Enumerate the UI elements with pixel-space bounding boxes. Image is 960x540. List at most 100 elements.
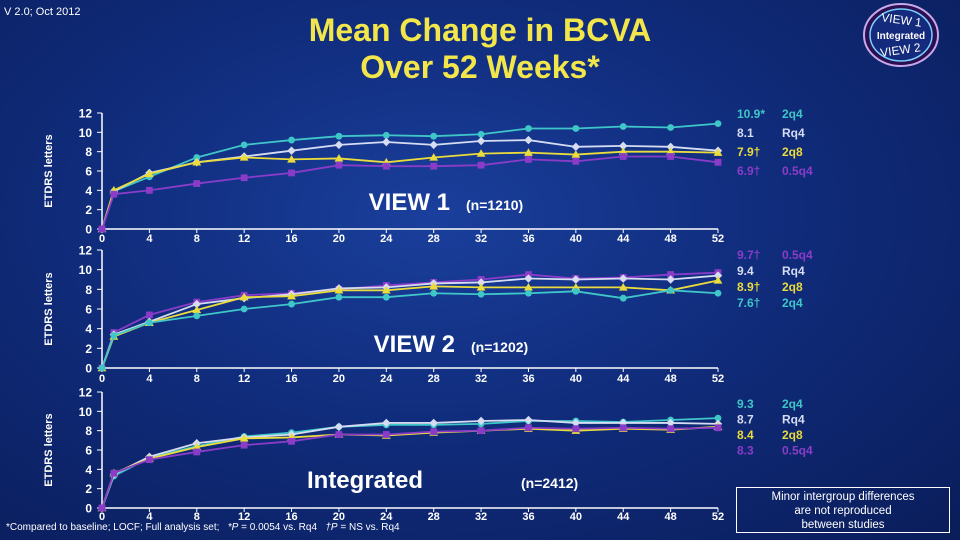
x-tick-label: 0	[99, 233, 105, 245]
disclaimer-line-1: Minor intergroup differences	[771, 491, 915, 503]
data-point	[98, 225, 106, 233]
data-point	[525, 125, 532, 132]
data-point	[193, 180, 201, 187]
y-axis-label: ETDRS letters	[43, 272, 55, 345]
data-point	[335, 132, 343, 140]
data-point	[713, 276, 723, 284]
data-point	[288, 136, 295, 144]
y-tick-label: 4	[85, 184, 92, 198]
data-point	[288, 169, 295, 177]
data-point	[667, 124, 675, 131]
x-tick-label: 28	[428, 233, 440, 245]
data-point	[382, 418, 391, 428]
data-point	[524, 282, 533, 291]
data-point	[524, 415, 533, 425]
series-label: 2q8	[782, 428, 803, 442]
data-point	[382, 131, 390, 139]
badge-middle: Integrated	[877, 31, 925, 42]
data-point	[619, 141, 628, 151]
series-label: 2q4	[782, 107, 803, 121]
x-tick-label: 48	[664, 511, 676, 523]
x-tick-label: 52	[712, 511, 724, 523]
y-tick-label: 4	[85, 322, 92, 336]
data-point	[618, 147, 628, 155]
data-point	[145, 186, 153, 194]
y-tick-label: 2	[85, 482, 92, 496]
final-value-label: 8.9†	[737, 280, 760, 294]
data-point	[571, 275, 581, 284]
data-point	[334, 154, 344, 162]
data-point	[145, 319, 153, 327]
data-point	[524, 274, 533, 283]
x-tick-label: 4	[146, 511, 153, 523]
data-point	[713, 148, 723, 156]
x-tick-label: 16	[285, 511, 297, 523]
data-point	[382, 431, 390, 438]
data-point	[477, 290, 485, 298]
data-point	[144, 169, 154, 178]
data-point	[382, 162, 390, 170]
x-tick-label: 24	[380, 233, 393, 245]
series-0.5q4	[98, 153, 722, 233]
x-tick-label: 28	[428, 373, 440, 385]
final-value-label: 9.7†	[737, 248, 760, 262]
final-value-label: 8.7	[737, 413, 754, 427]
panel-n-label: (n=2412)	[521, 475, 578, 491]
panel-title: VIEW 1	[369, 189, 450, 216]
x-tick-label: 28	[428, 511, 440, 523]
y-tick-label: 10	[79, 405, 93, 419]
x-tick-label: 4	[146, 233, 153, 245]
x-tick-label: 36	[522, 373, 534, 385]
x-tick-label: 32	[475, 233, 487, 245]
data-point	[619, 424, 627, 432]
x-tick-label: 16	[285, 233, 297, 245]
data-point	[430, 132, 438, 140]
y-axis-label: ETDRS letters	[43, 134, 55, 207]
y-tick-label: 8	[85, 424, 92, 438]
data-point	[430, 162, 438, 170]
data-point	[714, 289, 722, 297]
data-point	[145, 456, 153, 464]
series-2q8	[97, 147, 723, 233]
y-tick-label: 10	[79, 126, 93, 140]
data-point	[240, 305, 248, 313]
data-point	[382, 137, 391, 147]
badge-top: VIEW 1	[880, 10, 923, 30]
data-point	[572, 157, 580, 165]
series-2q4	[98, 286, 722, 372]
version-label: V 2.0; Oct 2012	[4, 6, 81, 18]
data-point	[335, 293, 343, 301]
final-value-label: 10.9*	[737, 107, 765, 121]
series-label: 0.5q4	[782, 164, 813, 178]
data-point	[240, 141, 248, 149]
x-tick-label: 44	[617, 373, 630, 385]
data-point	[619, 294, 627, 302]
data-point	[666, 418, 675, 428]
x-tick-label: 20	[333, 233, 345, 245]
x-tick-label: 4	[146, 373, 153, 385]
series-label: 2q8	[782, 280, 803, 294]
data-point	[429, 153, 439, 161]
data-point	[288, 300, 295, 308]
data-point	[572, 125, 580, 132]
data-point	[571, 142, 581, 152]
x-tick-label: 0	[99, 511, 105, 523]
x-tick-label: 52	[712, 373, 724, 385]
footnote-p2-text: = NS vs. Rq4	[337, 522, 400, 533]
x-tick-label: 32	[475, 511, 487, 523]
data-point	[666, 142, 675, 152]
x-tick-label: 20	[333, 373, 345, 385]
final-value-label: 9.3	[737, 397, 754, 411]
y-tick-label: 12	[79, 386, 93, 400]
series-label: 2q4	[782, 296, 803, 310]
data-point	[667, 425, 675, 433]
data-point	[476, 282, 486, 291]
slide-title: Mean Change in BCVA Over 52 Weeks*	[0, 12, 960, 86]
final-value-label: 8.4	[737, 428, 754, 442]
data-point	[619, 153, 627, 160]
y-tick-label: 2	[85, 203, 92, 217]
data-point	[476, 149, 486, 157]
